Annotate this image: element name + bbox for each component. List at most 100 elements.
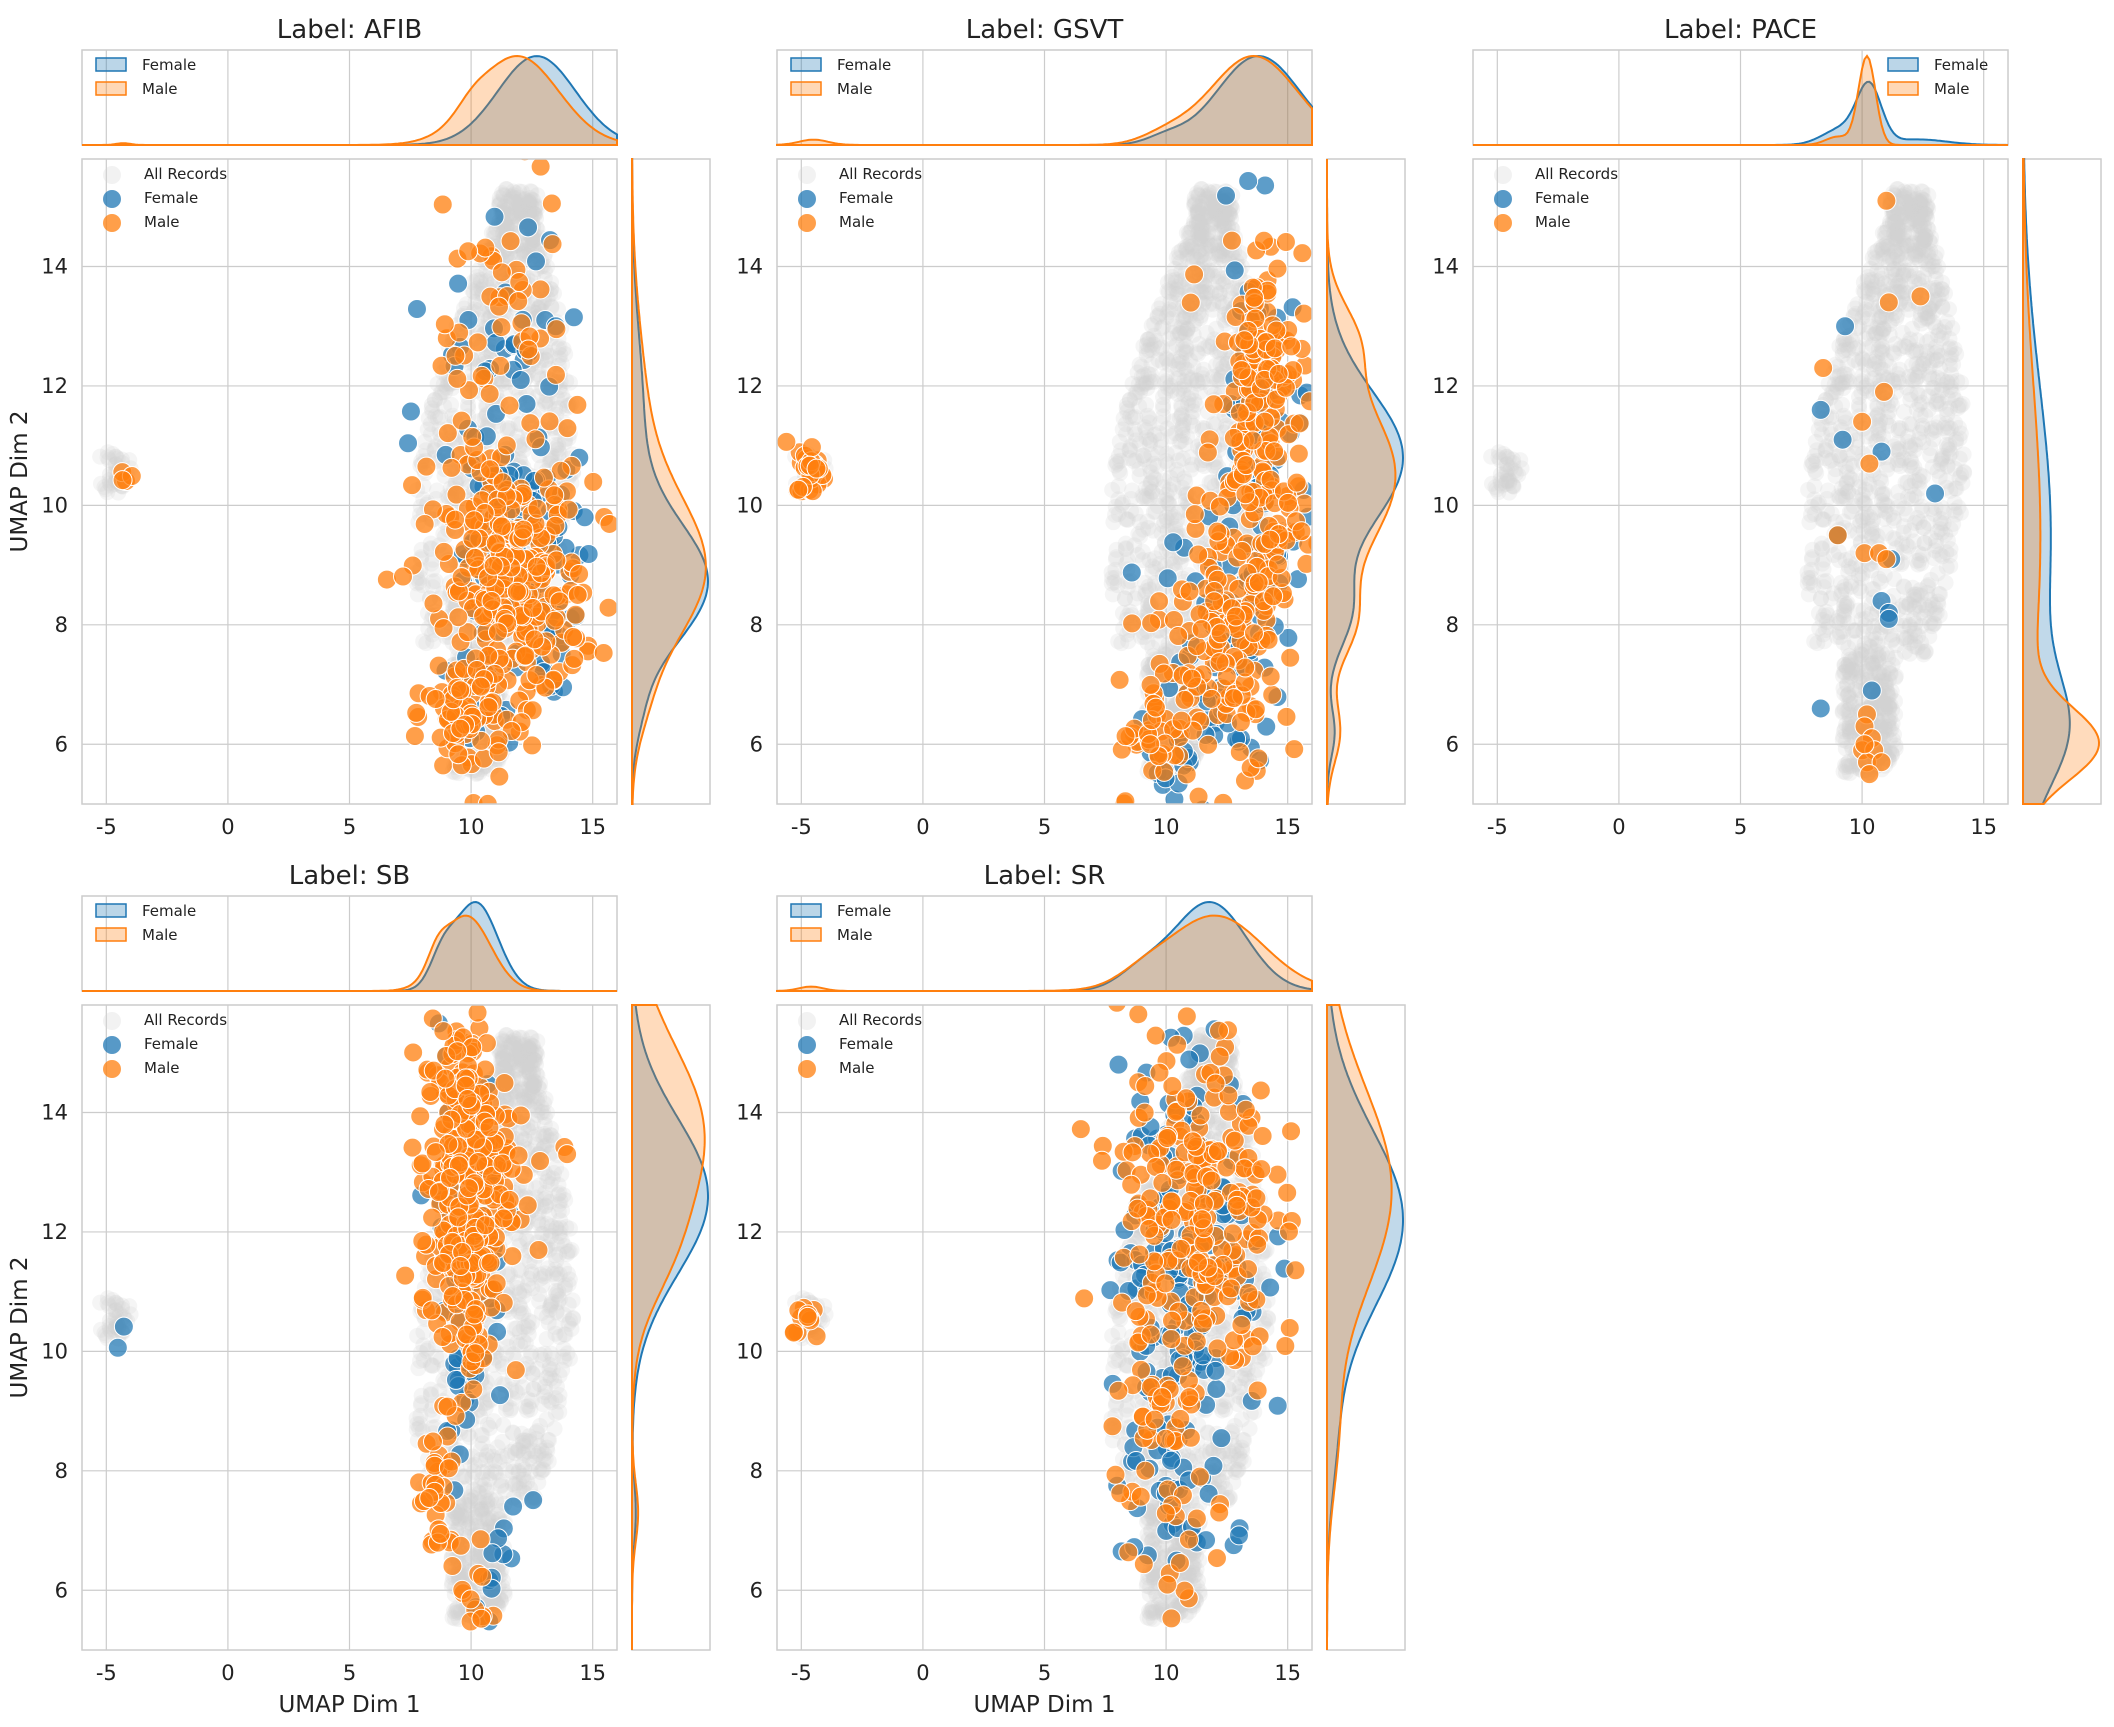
male-point: [568, 395, 587, 414]
all-records-point: [1195, 228, 1211, 244]
male-point: [1233, 542, 1252, 561]
male-point: [594, 643, 613, 662]
male-point: [565, 649, 584, 668]
male-point: [1208, 522, 1227, 541]
panel-title: Label: PACE: [1664, 15, 1817, 45]
male-point: [1265, 442, 1284, 461]
all-records-point: [1184, 409, 1200, 425]
female-point: [517, 394, 536, 413]
male-point: [480, 384, 499, 403]
male-point: [472, 366, 491, 385]
legend-marker-2: [798, 214, 816, 232]
x-tick-label: 5: [1734, 815, 1747, 839]
male-point: [558, 419, 577, 438]
all-records-point: [1194, 366, 1210, 382]
male-point: [1180, 582, 1199, 601]
female-point: [401, 402, 420, 421]
male-point: [434, 619, 453, 638]
male-point: [1224, 689, 1243, 708]
all-records-point: [1117, 591, 1133, 607]
all-records-point: [1139, 347, 1155, 363]
male-point: [1142, 614, 1161, 633]
all-records-point: [421, 410, 437, 426]
male-point: [507, 582, 526, 601]
male-point: [1198, 443, 1217, 462]
male-point: [424, 594, 443, 613]
male-point: [492, 263, 511, 282]
male-point: [1204, 395, 1223, 414]
male-point: [435, 315, 454, 334]
kde-legend-swatch-1: [791, 82, 821, 95]
all-records-point: [1189, 205, 1205, 221]
male-point: [1123, 614, 1142, 633]
male-point: [547, 320, 566, 339]
male-point: [1224, 428, 1243, 447]
male-point: [1236, 658, 1255, 677]
male-point: [491, 356, 510, 375]
male-point: [113, 471, 132, 490]
legend-label: Male: [144, 213, 180, 231]
male-point: [807, 459, 826, 478]
male-point: [1246, 700, 1265, 719]
legend-marker-0: [798, 166, 816, 184]
y-tick-label: 14: [41, 255, 68, 279]
all-records-point: [1140, 579, 1156, 595]
male-point: [429, 656, 448, 675]
male-point: [446, 510, 465, 529]
all-records-point: [556, 341, 572, 357]
y-tick-label: 10: [736, 493, 763, 517]
male-point: [1282, 337, 1301, 356]
y-tick-label: 12: [736, 374, 763, 398]
male-point: [570, 565, 589, 584]
female-point: [485, 207, 504, 226]
male-point: [433, 195, 452, 214]
all-records-point: [1154, 340, 1170, 356]
legend-label: Female: [839, 189, 893, 207]
male-point: [1175, 690, 1194, 709]
legend-marker-0: [103, 166, 121, 184]
male-point: [465, 548, 484, 567]
y-tick-label: 8: [1446, 613, 1459, 637]
male-point: [1249, 749, 1268, 768]
male-point: [547, 551, 566, 570]
male-point: [523, 598, 542, 617]
kde-legend-label: Male: [837, 80, 873, 98]
male-point: [1279, 493, 1298, 512]
male-point: [493, 473, 512, 492]
male-point: [559, 500, 578, 519]
male-point: [452, 568, 471, 587]
male-point: [463, 427, 482, 446]
female-point: [1239, 171, 1258, 190]
male-point: [403, 476, 422, 495]
male-point: [540, 412, 559, 431]
male-point: [1263, 685, 1282, 704]
male-point: [446, 346, 465, 365]
male-point: [542, 194, 561, 213]
male-point: [463, 529, 482, 548]
all-records-point: [1172, 381, 1188, 397]
male-point: [546, 365, 565, 384]
male-point: [1172, 711, 1191, 730]
female-point: [407, 299, 426, 318]
legend-marker-1: [103, 190, 121, 208]
male-point: [492, 517, 511, 536]
male-point: [415, 514, 434, 533]
male-point: [479, 698, 498, 717]
male-point: [1300, 392, 1319, 411]
panel-title: Label: GSVT: [966, 15, 1124, 45]
male-point: [531, 157, 550, 176]
y-tick-label: 10: [41, 493, 68, 517]
male-point: [1210, 497, 1229, 516]
y-axis-label: UMAP Dim 2: [7, 410, 33, 552]
male-point: [777, 432, 796, 451]
male-point: [492, 318, 511, 337]
all-records-point: [1138, 430, 1154, 446]
female-point: [1164, 533, 1183, 552]
male-point: [1141, 675, 1160, 694]
male-point: [599, 598, 618, 617]
male-point: [1236, 485, 1255, 504]
panel-title: Label: AFIB: [277, 15, 422, 45]
